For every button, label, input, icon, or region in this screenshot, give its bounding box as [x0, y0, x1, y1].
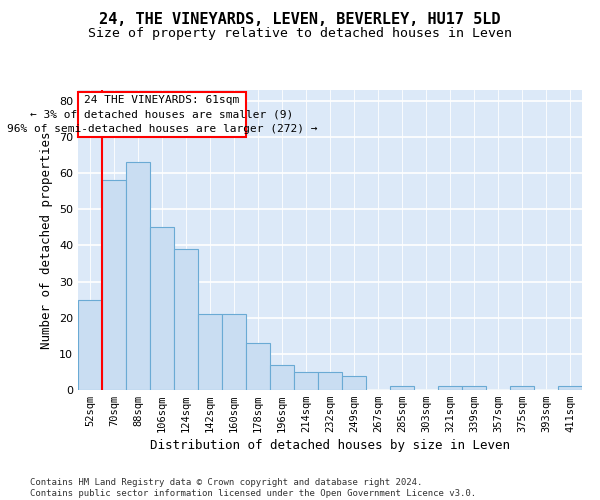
Bar: [294, 372, 318, 390]
Y-axis label: Number of detached properties: Number of detached properties: [40, 131, 53, 349]
Bar: [510, 386, 534, 390]
Bar: [222, 314, 246, 390]
FancyBboxPatch shape: [78, 92, 246, 137]
Bar: [558, 386, 582, 390]
Bar: [126, 162, 150, 390]
Text: 24 THE VINEYARDS: 61sqm
← 3% of detached houses are smaller (9)
96% of semi-deta: 24 THE VINEYARDS: 61sqm ← 3% of detached…: [7, 95, 317, 134]
Text: Size of property relative to detached houses in Leven: Size of property relative to detached ho…: [88, 28, 512, 40]
Bar: [462, 386, 486, 390]
Bar: [390, 386, 414, 390]
Text: 24, THE VINEYARDS, LEVEN, BEVERLEY, HU17 5LD: 24, THE VINEYARDS, LEVEN, BEVERLEY, HU17…: [99, 12, 501, 28]
Bar: [78, 300, 102, 390]
X-axis label: Distribution of detached houses by size in Leven: Distribution of detached houses by size …: [150, 440, 510, 452]
Bar: [198, 314, 222, 390]
Bar: [102, 180, 126, 390]
Bar: [318, 372, 342, 390]
Bar: [270, 364, 294, 390]
Bar: [438, 386, 462, 390]
Text: Contains HM Land Registry data © Crown copyright and database right 2024.
Contai: Contains HM Land Registry data © Crown c…: [30, 478, 476, 498]
Bar: [342, 376, 366, 390]
Bar: [174, 249, 198, 390]
Bar: [246, 343, 270, 390]
Bar: [150, 228, 174, 390]
